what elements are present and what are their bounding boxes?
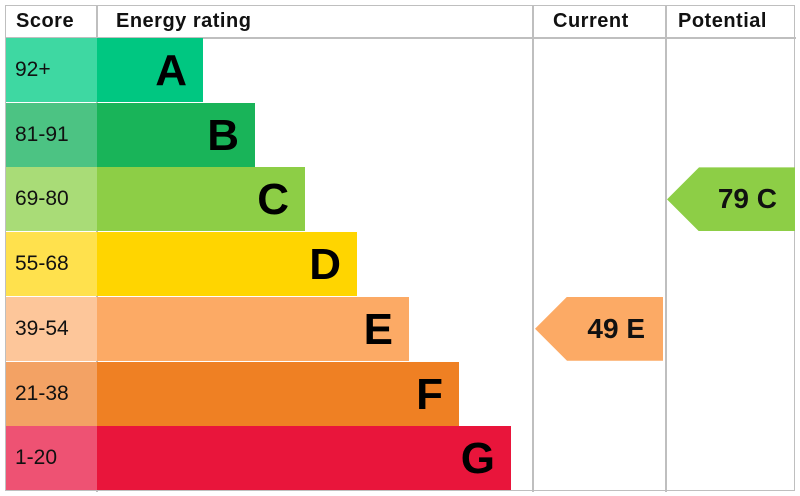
band-score: 69-80 bbox=[6, 167, 97, 232]
band-bar: C bbox=[97, 167, 305, 232]
band-bar: B bbox=[97, 102, 255, 167]
band-bar: A bbox=[97, 38, 203, 102]
band-score: 21-38 bbox=[6, 361, 97, 426]
column-divider bbox=[665, 5, 667, 492]
header-energy-rating: Energy rating bbox=[116, 10, 252, 32]
header-potential: Potential bbox=[678, 10, 767, 32]
header-score: Score bbox=[16, 10, 75, 32]
band-bar: G bbox=[97, 426, 511, 491]
band-score: 1-20 bbox=[6, 426, 97, 491]
header-divider bbox=[5, 37, 796, 39]
band-bar: F bbox=[97, 361, 459, 426]
band-bar: D bbox=[97, 232, 357, 297]
chart-frame bbox=[5, 5, 795, 491]
header-current: Current bbox=[553, 10, 629, 32]
band-score: 39-54 bbox=[6, 296, 97, 361]
band-score: 81-91 bbox=[6, 102, 97, 167]
band-score: 55-68 bbox=[6, 232, 97, 297]
column-divider bbox=[532, 5, 534, 492]
band-bar: E bbox=[97, 296, 409, 361]
band-score: 92+ bbox=[6, 38, 97, 102]
